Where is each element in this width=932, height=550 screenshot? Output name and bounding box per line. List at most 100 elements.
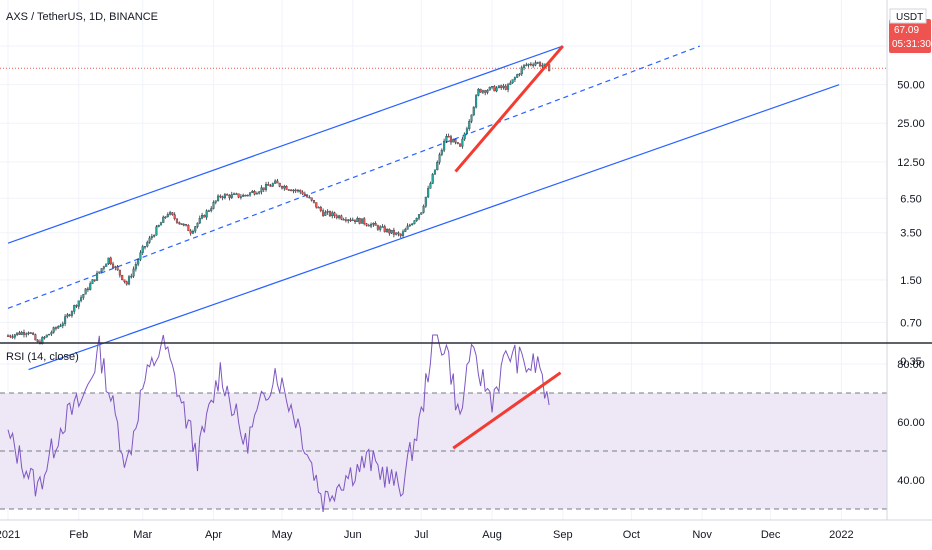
channel-upper-line[interactable] bbox=[7, 45, 564, 244]
candle[interactable] bbox=[287, 189, 290, 191]
candle[interactable] bbox=[127, 275, 131, 286]
candle[interactable] bbox=[148, 235, 151, 244]
candle[interactable] bbox=[506, 82, 510, 93]
candle[interactable] bbox=[264, 181, 268, 192]
candle[interactable] bbox=[164, 216, 167, 219]
candle[interactable] bbox=[77, 300, 80, 310]
candle[interactable] bbox=[239, 193, 242, 200]
candle[interactable] bbox=[422, 204, 425, 214]
candle[interactable] bbox=[306, 193, 309, 198]
candle[interactable] bbox=[205, 209, 208, 220]
candle[interactable] bbox=[80, 295, 83, 303]
candle[interactable] bbox=[13, 333, 16, 340]
candle[interactable] bbox=[461, 136, 464, 149]
candle[interactable] bbox=[132, 266, 135, 278]
candle[interactable] bbox=[50, 330, 53, 336]
candle[interactable] bbox=[413, 220, 416, 225]
candle[interactable] bbox=[25, 332, 28, 338]
candle[interactable] bbox=[212, 200, 215, 210]
candle[interactable] bbox=[278, 182, 281, 188]
candle[interactable] bbox=[276, 178, 279, 184]
candle[interactable] bbox=[509, 80, 512, 86]
candle[interactable] bbox=[417, 214, 421, 221]
candle[interactable] bbox=[248, 192, 252, 197]
candle[interactable] bbox=[356, 216, 359, 223]
candle[interactable] bbox=[11, 334, 14, 339]
candle[interactable] bbox=[424, 196, 427, 208]
candle[interactable] bbox=[180, 223, 183, 225]
candle[interactable] bbox=[522, 64, 526, 71]
candle[interactable] bbox=[116, 264, 119, 271]
candle[interactable] bbox=[260, 185, 263, 195]
candle[interactable] bbox=[22, 329, 26, 338]
candle[interactable] bbox=[340, 214, 343, 221]
candle[interactable] bbox=[32, 331, 35, 336]
candle[interactable] bbox=[292, 189, 295, 194]
candle[interactable] bbox=[308, 195, 311, 199]
candle[interactable] bbox=[513, 76, 516, 82]
candle[interactable] bbox=[518, 73, 521, 77]
candle[interactable] bbox=[472, 106, 475, 117]
candle[interactable] bbox=[383, 224, 386, 233]
candle[interactable] bbox=[429, 181, 432, 189]
candle[interactable] bbox=[43, 335, 46, 340]
candle[interactable] bbox=[29, 331, 32, 334]
candle[interactable] bbox=[358, 217, 361, 225]
candle[interactable] bbox=[226, 193, 229, 196]
candle[interactable] bbox=[223, 192, 226, 200]
candle[interactable] bbox=[477, 88, 480, 97]
candle[interactable] bbox=[84, 288, 87, 295]
candle[interactable] bbox=[232, 192, 236, 195]
candle[interactable] bbox=[408, 223, 411, 228]
candle[interactable] bbox=[475, 93, 478, 109]
candle[interactable] bbox=[255, 191, 258, 195]
candle[interactable] bbox=[221, 195, 224, 201]
candle[interactable] bbox=[182, 223, 185, 227]
candle[interactable] bbox=[75, 304, 78, 309]
candle[interactable] bbox=[86, 286, 89, 292]
candle[interactable] bbox=[237, 193, 240, 199]
candle[interactable] bbox=[100, 268, 103, 273]
candle[interactable] bbox=[64, 314, 67, 327]
candle[interactable] bbox=[125, 280, 128, 286]
candle[interactable] bbox=[150, 233, 153, 241]
candle[interactable] bbox=[397, 231, 400, 237]
candle[interactable] bbox=[390, 229, 393, 234]
candle[interactable] bbox=[230, 191, 233, 200]
candle[interactable] bbox=[45, 334, 48, 338]
candle[interactable] bbox=[411, 222, 414, 226]
candle[interactable] bbox=[488, 86, 491, 91]
candle[interactable] bbox=[16, 332, 19, 337]
candle[interactable] bbox=[207, 209, 210, 212]
time-axis[interactable]: 2021 Feb Mar Apr May Jun Jul Aug Sep Oct Nov Dec 202… bbox=[0, 529, 854, 541]
candle[interactable] bbox=[93, 279, 96, 283]
candle[interactable] bbox=[201, 212, 204, 220]
candle[interactable] bbox=[269, 183, 272, 187]
candle[interactable] bbox=[342, 217, 345, 221]
candle[interactable] bbox=[486, 89, 489, 95]
candle[interactable] bbox=[137, 258, 140, 267]
candle[interactable] bbox=[162, 215, 165, 223]
candle[interactable] bbox=[98, 271, 101, 274]
candle[interactable] bbox=[374, 221, 377, 226]
candle[interactable] bbox=[367, 223, 370, 227]
candle[interactable] bbox=[481, 89, 484, 95]
candle[interactable] bbox=[315, 202, 318, 209]
candle[interactable] bbox=[111, 261, 115, 269]
candle[interactable] bbox=[217, 194, 220, 202]
candle[interactable] bbox=[185, 224, 188, 227]
candle[interactable] bbox=[253, 189, 256, 196]
candle[interactable] bbox=[376, 224, 379, 231]
candle[interactable] bbox=[363, 217, 366, 226]
candle[interactable] bbox=[198, 215, 201, 225]
candle[interactable] bbox=[520, 65, 523, 77]
candle[interactable] bbox=[529, 62, 532, 67]
candle[interactable] bbox=[331, 210, 334, 219]
candle[interactable] bbox=[511, 79, 514, 84]
candle[interactable] bbox=[228, 194, 231, 201]
candle[interactable] bbox=[91, 279, 94, 284]
candle[interactable] bbox=[310, 197, 313, 202]
candle[interactable] bbox=[335, 213, 338, 220]
candle[interactable] bbox=[296, 189, 300, 193]
